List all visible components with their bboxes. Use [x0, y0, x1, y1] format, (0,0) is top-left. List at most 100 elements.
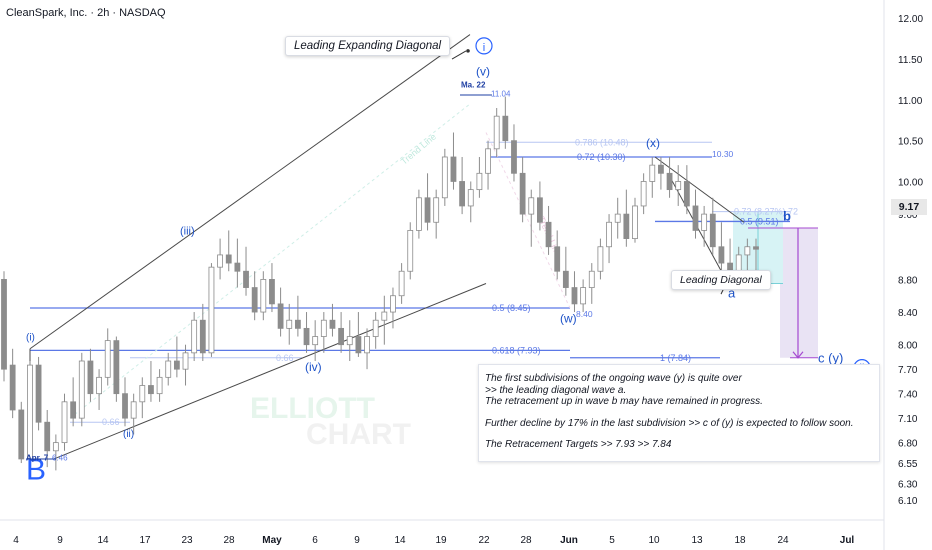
candle-body: [459, 181, 466, 207]
candle-body: [191, 319, 198, 354]
note-line-3: The retracement up in wave b may have re…: [485, 396, 763, 407]
candle-body: [597, 246, 604, 272]
y-tick-label: 7.40: [898, 390, 918, 401]
x-tick-label: 9: [57, 535, 63, 546]
may-22-label: Ma. 22: [461, 81, 486, 90]
watermark-text: ELLIOTT: [250, 392, 375, 425]
candle-body: [632, 205, 638, 239]
candle-body: [61, 401, 68, 444]
candle-body: [502, 115, 509, 142]
x-tick-label: 14: [97, 535, 109, 546]
wave-label-x: (x): [646, 136, 660, 150]
candle-body: [346, 336, 353, 346]
candle-body: [511, 140, 517, 174]
fib-level-label: 0.66: [276, 353, 294, 363]
fib-level-label: 0.5 (8.45): [492, 303, 531, 313]
y-tick-label: 8.80: [898, 275, 918, 286]
x-tick-label: 24: [777, 535, 789, 546]
candle-body: [485, 148, 491, 174]
fib-level-label: 0.786 (10.48): [575, 137, 629, 147]
x-tick-label: 28: [223, 535, 235, 546]
candle-body: [104, 340, 111, 378]
wave-label-w: (w): [560, 312, 577, 326]
y-tick-label: 6.10: [898, 496, 918, 507]
candle-body: [623, 213, 630, 239]
candles-layer: [1, 96, 759, 471]
x-tick-label: 13: [691, 535, 703, 546]
y-tick-label: 8.00: [898, 341, 918, 352]
candle-body: [243, 270, 249, 288]
candle-body: [78, 360, 85, 419]
y-tick-label: 8.40: [898, 308, 918, 319]
candle-body: [718, 246, 725, 264]
candle-body: [658, 164, 664, 174]
candle-body: [113, 340, 120, 395]
x-tick-label: 10: [648, 535, 660, 546]
wave-label-5: (v): [476, 64, 490, 78]
wave-label-b: B: [26, 453, 46, 486]
trend-line-label: Trend Line: [399, 132, 438, 167]
candle-body: [320, 319, 327, 337]
candle-body: [96, 376, 102, 395]
high-11-04-label: 11.04: [491, 90, 511, 99]
current-price-badge: 9.17: [891, 199, 927, 215]
y-tick-label: 12.00: [898, 14, 923, 25]
candle-body: [338, 327, 345, 346]
x-tick-label: 19: [435, 535, 447, 546]
candle-body: [467, 189, 474, 207]
candle-body: [303, 327, 310, 346]
candle-body: [493, 115, 500, 150]
analysis-note: The first subdivisions of the ongoing wa…: [478, 364, 880, 462]
candle-body: [355, 336, 362, 354]
candle-body: [217, 254, 223, 268]
candle-body: [640, 181, 647, 207]
callout-pointer-dot: [466, 49, 470, 53]
x-tick-label: 22: [478, 535, 490, 546]
candle-body: [225, 254, 232, 264]
x-tick-label: 5: [609, 535, 615, 546]
candle-body: [148, 385, 154, 395]
level-10-30-label: 10.30: [712, 149, 734, 159]
candle-body: [372, 319, 379, 337]
candle-body: [588, 270, 595, 288]
candle-body: [234, 262, 241, 272]
candle-body: [519, 172, 526, 215]
candle-body: [27, 364, 33, 460]
candle-body: [87, 360, 94, 395]
candle-body: [571, 287, 578, 305]
y-tick-label: 9.60: [898, 210, 918, 221]
candle-body: [130, 401, 137, 419]
candle-body: [9, 364, 16, 411]
note-line-4: Further decline by 17% in the last subdi…: [485, 417, 854, 429]
wave-label-2: (ii): [123, 429, 134, 440]
wave-label-4: (iv): [305, 360, 322, 374]
candle-body: [649, 164, 656, 182]
candle-body: [122, 393, 128, 419]
candle-body: [70, 401, 77, 419]
x-tick-label: May: [262, 535, 282, 546]
low-8-40-label: 8.40: [576, 309, 593, 319]
candle-body: [251, 287, 258, 313]
candle-body: [537, 197, 543, 223]
y-tick-label: 6.30: [898, 479, 918, 490]
candle-body: [35, 364, 42, 423]
candle-body: [753, 246, 759, 250]
fib-level-label: 0.66: [102, 417, 120, 427]
candle-body: [476, 172, 483, 191]
candle-body: [165, 360, 172, 378]
candle-body: [173, 360, 180, 370]
candle-body: [666, 172, 673, 191]
wave-label-circled-i-circle: [475, 37, 493, 55]
candle-body: [709, 213, 716, 248]
candle-body: [381, 311, 388, 321]
y-tick-label: 6.80: [898, 439, 918, 450]
note-line-1: The first subdivisions of the ongoing wa…: [485, 373, 742, 384]
candle-body: [312, 336, 319, 346]
candle-body: [277, 303, 284, 329]
candle-body: [260, 279, 267, 313]
candle-body: [701, 213, 708, 231]
candle-body: [18, 409, 25, 460]
note-line-5: The Retracement Targets >> 7.93 >> 7.84: [485, 439, 672, 450]
candle-body: [182, 352, 189, 370]
